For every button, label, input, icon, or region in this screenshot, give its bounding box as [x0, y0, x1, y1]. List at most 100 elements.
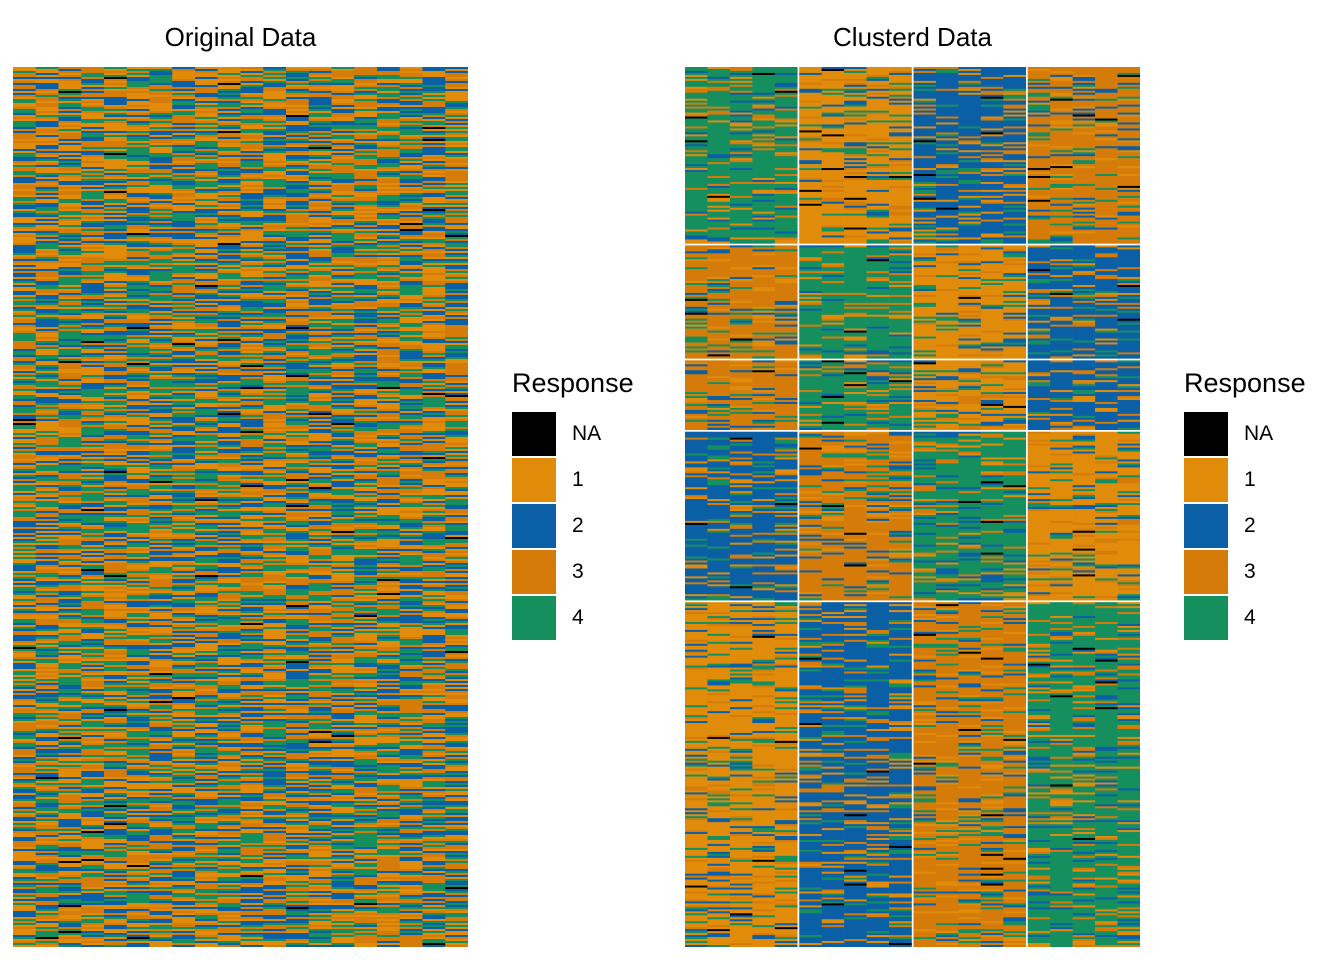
heatmap-cell [13, 301, 37, 306]
heatmap-cell [149, 797, 173, 802]
heatmap-cell [149, 229, 173, 232]
heatmap-cell [195, 581, 219, 584]
heatmap-cell [172, 649, 196, 654]
heatmap-cell [286, 845, 310, 850]
heatmap-cell [195, 905, 219, 908]
heatmap-cell [126, 551, 150, 554]
heatmap-cell [149, 817, 173, 820]
heatmap-cell [13, 885, 37, 888]
heatmap-cell [263, 351, 287, 354]
heatmap-cell [172, 293, 196, 296]
heatmap-cell [195, 529, 219, 532]
heatmap-cell [58, 251, 82, 256]
heatmap-cell [81, 79, 105, 84]
heatmap-cell [126, 577, 150, 580]
heatmap-cell [13, 107, 37, 110]
heatmap-cell [308, 157, 332, 160]
heatmap-cell [149, 699, 173, 702]
heatmap-cell [13, 841, 37, 848]
heatmap-cell [240, 597, 264, 600]
heatmap-cell [104, 601, 128, 604]
heatmap-cell [58, 157, 82, 160]
heatmap-cell [35, 923, 59, 928]
heatmap-cell [104, 573, 128, 576]
heatmap-cell [58, 373, 82, 380]
heatmap-cell [13, 927, 37, 930]
heatmap-cell [308, 133, 332, 136]
heatmap-cell [172, 373, 196, 376]
heatmap-cell [104, 699, 128, 702]
heatmap-cell [308, 299, 332, 306]
heatmap-cell [286, 871, 310, 874]
heatmap-cell [195, 293, 219, 296]
heatmap-cell [217, 549, 241, 554]
heatmap-cell [286, 399, 310, 402]
heatmap-cell [81, 473, 105, 476]
heatmap-cell [331, 911, 355, 914]
heatmap-cell [308, 753, 332, 756]
heatmap-cell [104, 527, 128, 532]
heatmap-cell [195, 383, 219, 386]
heatmap-cell [81, 681, 105, 688]
heatmap-cell [81, 675, 105, 678]
heatmap-cell [240, 551, 264, 554]
heatmap-cell [240, 807, 264, 810]
heatmap-cell [195, 223, 219, 226]
heatmap-cell [172, 625, 196, 628]
heatmap-cell [331, 653, 355, 656]
heatmap-cell [104, 493, 128, 496]
heatmap-cell [217, 645, 241, 648]
heatmap-cell [308, 195, 332, 198]
heatmap-cell [286, 397, 310, 400]
heatmap-cell [126, 475, 150, 480]
heatmap-cell [286, 647, 310, 652]
heatmap-cell [308, 375, 332, 378]
heatmap-cell [331, 673, 355, 676]
heatmap-cell [81, 877, 105, 888]
heatmap-cell [217, 351, 241, 356]
heatmap-cell [217, 185, 241, 188]
heatmap-cell [35, 219, 59, 222]
heatmap-cell [331, 433, 355, 438]
heatmap-cell [172, 597, 196, 600]
heatmap-cell [195, 149, 219, 152]
heatmap-cell [13, 605, 37, 608]
heatmap-cell [172, 677, 196, 680]
heatmap-cell [126, 347, 150, 354]
heatmap-cell [81, 507, 105, 510]
heatmap-cell [104, 805, 128, 808]
heatmap-cell [308, 755, 332, 758]
heatmap-cell [263, 761, 287, 764]
heatmap-cell [240, 73, 264, 76]
heatmap-cell [35, 613, 59, 616]
heatmap-cell [308, 237, 332, 240]
heatmap-cell [240, 357, 264, 360]
heatmap-cell [35, 223, 59, 226]
heatmap-cell [172, 299, 196, 302]
heatmap-cell [195, 849, 219, 852]
heatmap-cell [149, 841, 173, 844]
heatmap-cell [240, 71, 264, 74]
heatmap-cell [240, 265, 264, 268]
heatmap-cell [35, 857, 59, 860]
heatmap-cell [13, 747, 37, 750]
heatmap-cell [35, 763, 59, 766]
heatmap-cell [58, 237, 82, 240]
heatmap-cell [195, 117, 219, 120]
heatmap-cell [81, 687, 105, 690]
heatmap-cell [263, 653, 287, 656]
heatmap-cell [35, 519, 59, 522]
heatmap-cell [286, 931, 310, 934]
heatmap-cell [195, 193, 219, 200]
heatmap-cell [217, 583, 241, 588]
heatmap-cell [58, 805, 82, 808]
heatmap-cell [195, 97, 219, 100]
heatmap-cell [35, 535, 59, 538]
heatmap-cell [58, 793, 82, 796]
heatmap-cell [172, 279, 196, 284]
heatmap-cell [149, 333, 173, 336]
heatmap-cell [58, 175, 82, 178]
heatmap-cell [331, 619, 355, 624]
heatmap-cell [308, 663, 332, 666]
heatmap-cell [149, 465, 173, 470]
